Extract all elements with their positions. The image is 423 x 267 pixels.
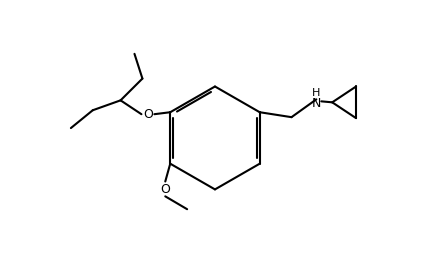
- Text: H: H: [312, 88, 321, 99]
- Text: O: O: [143, 108, 153, 121]
- Text: O: O: [160, 183, 170, 196]
- Text: N: N: [312, 97, 321, 110]
